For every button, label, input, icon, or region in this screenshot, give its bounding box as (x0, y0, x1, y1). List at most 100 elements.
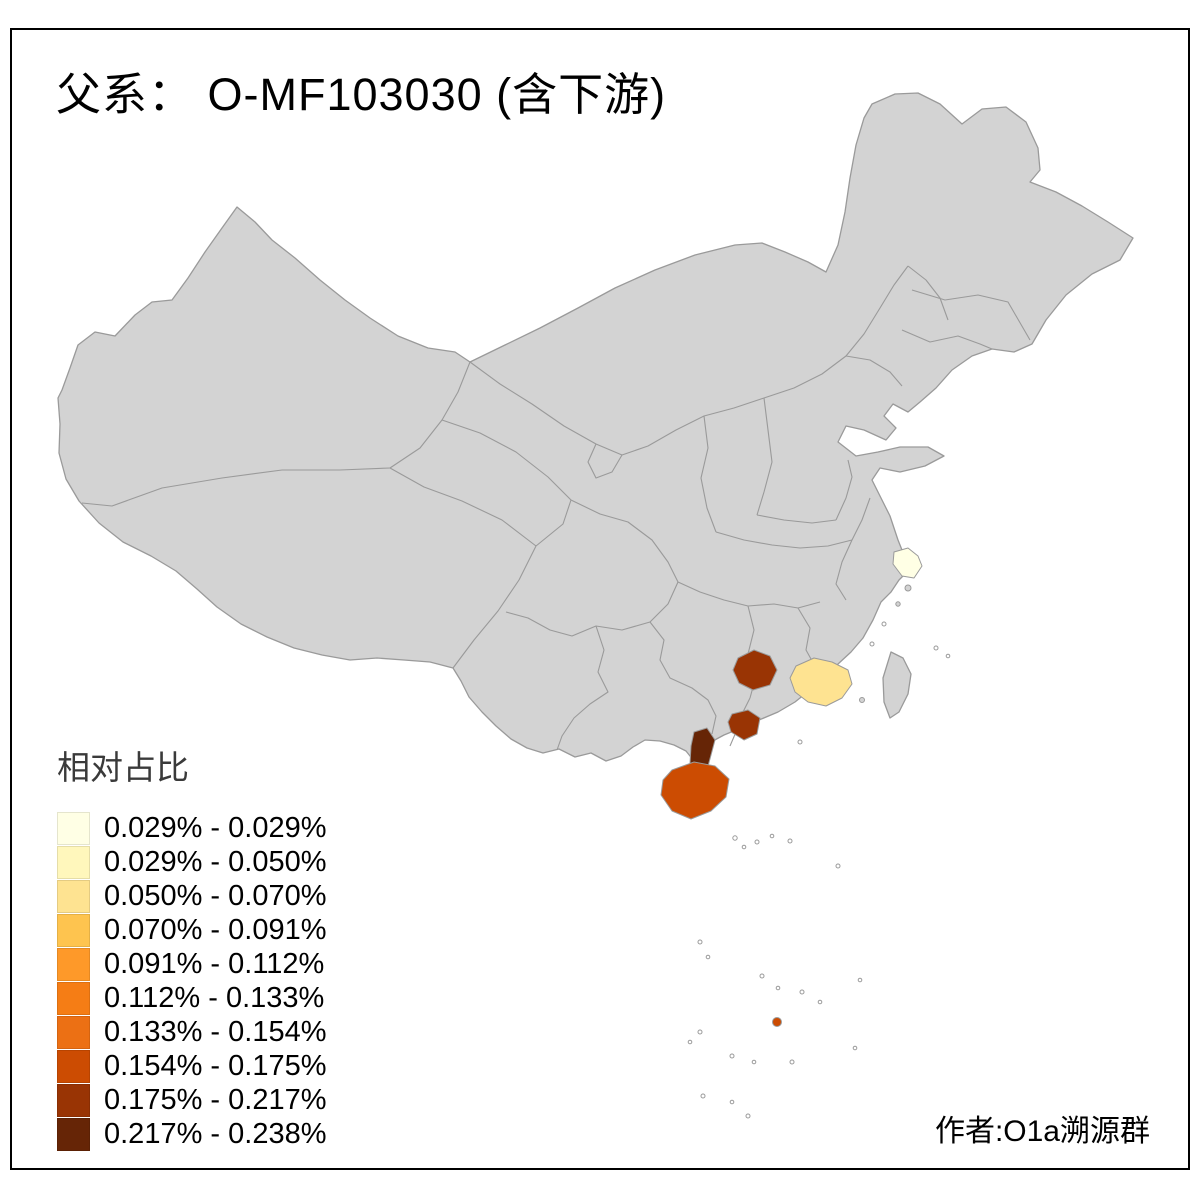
island (745, 1113, 751, 1119)
island (881, 621, 887, 627)
island (857, 977, 863, 983)
island (835, 863, 841, 869)
island (869, 641, 875, 647)
island (732, 835, 738, 841)
province-border (907, 265, 949, 321)
legend-label: 0.050% - 0.070% (104, 879, 327, 912)
province-border (587, 443, 623, 479)
legend-swatch (57, 913, 90, 947)
legend-swatch (57, 1049, 90, 1083)
legend-row: 0.091% - 0.112% (57, 947, 326, 981)
province-border (700, 415, 717, 533)
legend-swatch (57, 879, 90, 913)
island (697, 939, 703, 945)
island (705, 954, 711, 960)
province-border (452, 545, 537, 669)
province-border (441, 419, 572, 501)
province-border (851, 497, 871, 541)
province-border (715, 531, 853, 549)
legend-swatch (57, 1015, 90, 1049)
legend-row: 0.070% - 0.091% (57, 913, 326, 947)
page-title: 父系： O-MF103030 (含下游) (56, 69, 667, 120)
legend-label: 0.029% - 0.029% (104, 811, 327, 844)
island (697, 1029, 703, 1035)
province-border (535, 499, 572, 547)
province-borders (81, 265, 1031, 751)
region-south-sea-island (772, 1017, 782, 1027)
province-border (570, 499, 679, 583)
legend-row: 0.175% - 0.217% (57, 1083, 326, 1117)
island (729, 1053, 735, 1059)
province-border (756, 514, 837, 524)
legend-swatch (57, 811, 90, 845)
legend-label: 0.217% - 0.238% (104, 1117, 327, 1150)
province-border (756, 397, 773, 516)
province-border (835, 459, 853, 521)
region-guangxi-north (732, 649, 778, 691)
legend-row: 0.050% - 0.070% (57, 879, 326, 913)
island (789, 1059, 795, 1065)
island (933, 645, 939, 651)
legend-swatch (57, 947, 90, 981)
legend-label: 0.091% - 0.112% (104, 947, 325, 980)
legend-label: 0.112% - 0.133% (104, 981, 325, 1014)
island (799, 989, 805, 995)
region-guangdong (789, 657, 853, 707)
province-border (649, 581, 679, 623)
island (775, 985, 781, 991)
province-border (835, 539, 853, 601)
legend: 相对占比 0.029% - 0.029% 0.029% - 0.050% 0.050… (57, 741, 326, 1151)
china-mainland (57, 92, 1134, 774)
island (797, 739, 803, 745)
province-border (469, 361, 623, 456)
legend-label: 0.154% - 0.175% (104, 1049, 327, 1082)
colored-regions (660, 547, 923, 1027)
legend-label: 0.029% - 0.050% (104, 845, 327, 878)
province-border (901, 329, 993, 350)
legend-row: 0.029% - 0.029% (57, 811, 326, 845)
island (687, 1039, 693, 1045)
province-border (556, 625, 609, 751)
island (769, 833, 775, 839)
region-guangxi-south (727, 709, 761, 741)
legend-label: 0.070% - 0.091% (104, 913, 327, 946)
island (759, 973, 765, 979)
province-border (845, 355, 903, 387)
legend-swatch (57, 981, 90, 1015)
province-border (649, 621, 717, 735)
province-border (389, 467, 537, 547)
legend-swatch (57, 1117, 90, 1151)
region-shanghai (892, 547, 923, 579)
legend-row: 0.133% - 0.154% (57, 1015, 326, 1049)
legend-swatch (57, 1083, 90, 1117)
province-border (81, 467, 391, 507)
island (754, 839, 760, 845)
author-credit: 作者:O1a溯源群 (934, 1115, 1150, 1148)
islands (687, 584, 951, 1119)
province-border (505, 611, 651, 637)
island (904, 584, 912, 592)
taiwan-island (882, 651, 912, 719)
legend-items: 0.029% - 0.029% 0.029% - 0.050% 0.050% - 0… (57, 811, 326, 1151)
island (751, 1059, 757, 1065)
legend-row: 0.154% - 0.175% (57, 1049, 326, 1083)
legend-swatch (57, 845, 90, 879)
legend-row: 0.112% - 0.133% (57, 981, 326, 1015)
province-border (621, 265, 909, 456)
island (729, 1099, 735, 1105)
island (817, 999, 823, 1005)
legend-label: 0.175% - 0.217% (104, 1083, 327, 1116)
island (700, 1093, 706, 1099)
region-hainan-island (660, 761, 730, 820)
legend-title: 相对占比 (57, 749, 189, 786)
island (945, 653, 951, 659)
legend-label: 0.133% - 0.154% (104, 1015, 327, 1048)
island (859, 697, 865, 703)
island (852, 1045, 858, 1051)
legend-row: 0.217% - 0.238% (57, 1117, 326, 1151)
island (741, 844, 747, 850)
province-border (911, 289, 1031, 341)
legend-row: 0.029% - 0.050% (57, 845, 326, 879)
island (787, 838, 793, 844)
